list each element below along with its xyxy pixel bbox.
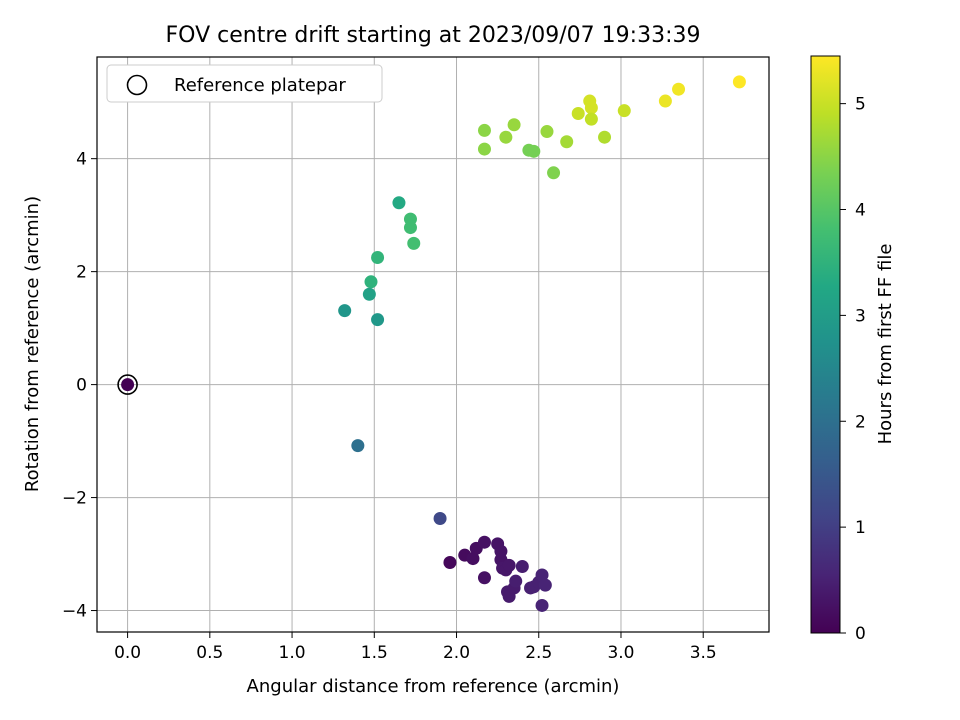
colorbar-tick-label: 3	[855, 306, 866, 326]
data-point	[732, 75, 746, 89]
data-point	[598, 130, 612, 144]
data-point	[535, 568, 549, 582]
x-tick-label: 3.5	[690, 643, 717, 663]
data-point	[617, 104, 631, 118]
colorbar: 0 1 2 3 4 5 Hours from first FF file	[810, 55, 896, 644]
colorbar-tick-label: 0	[855, 624, 866, 644]
colorbar-tick-label: 2	[855, 412, 866, 432]
reference-marker	[117, 374, 138, 395]
y-axis-label: Rotation from reference (arcmin)	[22, 196, 43, 492]
data-point	[364, 275, 378, 289]
x-tick-label: 1.0	[279, 643, 306, 663]
data-point	[535, 598, 549, 612]
data-point	[403, 221, 417, 235]
data-point	[392, 196, 406, 210]
legend-marker-icon	[126, 74, 148, 96]
data-point	[371, 313, 385, 327]
colorbar-ticks: 0 1 2 3 4 5	[840, 95, 866, 644]
data-point	[584, 112, 598, 126]
colorbar-label: Hours from first FF file	[875, 244, 896, 445]
y-tick-label: −4	[62, 602, 87, 622]
chart-title: FOV centre drift starting at 2023/09/07 …	[166, 23, 701, 48]
y-tick-label: 2	[76, 263, 87, 283]
data-point	[433, 511, 447, 525]
data-point	[362, 287, 376, 301]
data-point	[571, 106, 585, 120]
plot-frame	[96, 56, 770, 633]
x-axis-ticks: 0.0 0.5 1.0 1.5 2.0 2.5 3.0 3.5	[114, 632, 717, 663]
data-point	[477, 571, 491, 585]
data-point	[477, 142, 491, 156]
y-tick-label: 4	[76, 150, 87, 170]
data-point	[351, 439, 365, 453]
colorbar-gradient	[810, 55, 841, 634]
data-point	[584, 101, 598, 115]
colorbar-tick-label: 5	[855, 95, 866, 115]
data-point	[371, 251, 385, 265]
legend-entry-reference: Reference platepar	[174, 75, 346, 96]
data-point	[509, 574, 523, 588]
data-point	[338, 304, 352, 318]
y-tick-label: 0	[76, 376, 87, 396]
data-point	[407, 236, 421, 250]
gridlines	[97, 57, 769, 632]
data-point	[502, 558, 516, 572]
data-point	[499, 130, 513, 144]
data-point	[466, 552, 480, 566]
legend-box	[106, 64, 383, 103]
x-tick-label: 2.0	[443, 643, 470, 663]
x-tick-label: 0.0	[114, 643, 141, 663]
x-tick-label: 3.0	[607, 643, 634, 663]
x-axis-label: Angular distance from reference (arcmin)	[247, 676, 620, 697]
data-point	[540, 125, 554, 139]
y-tick-label: −2	[62, 489, 87, 509]
y-axis-ticks: −4 −2 0 2 4	[62, 150, 97, 622]
data-point	[515, 559, 529, 573]
data-point	[560, 135, 574, 149]
data-point	[547, 166, 561, 180]
x-tick-label: 2.5	[525, 643, 552, 663]
data-point	[672, 82, 686, 96]
data-point	[477, 535, 491, 549]
data-point	[658, 94, 672, 108]
data-points	[117, 75, 746, 612]
data-point	[507, 118, 521, 132]
x-tick-label: 0.5	[196, 643, 223, 663]
colorbar-tick-label: 4	[855, 201, 866, 221]
legend: Reference platepar	[106, 64, 383, 103]
data-point	[121, 378, 135, 392]
data-point	[477, 123, 491, 137]
data-point	[527, 144, 541, 158]
data-point	[443, 556, 457, 570]
data-point	[538, 578, 552, 592]
colorbar-tick-label: 1	[855, 518, 866, 538]
x-tick-label: 1.5	[361, 643, 388, 663]
